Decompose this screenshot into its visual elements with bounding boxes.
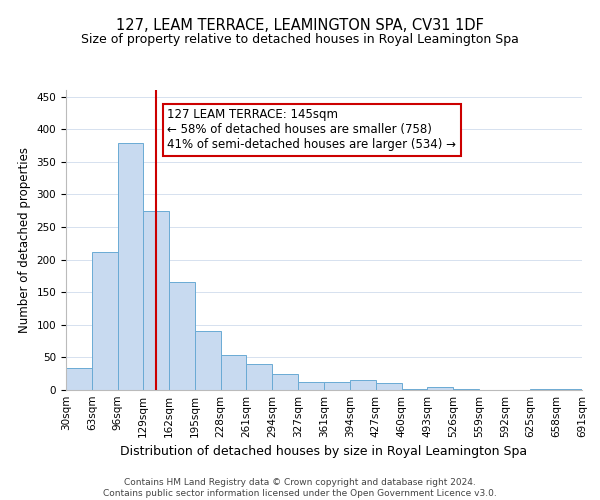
X-axis label: Distribution of detached houses by size in Royal Leamington Spa: Distribution of detached houses by size … [121,446,527,458]
Bar [247,364,272,390]
Text: 127 LEAM TERRACE: 145sqm
← 58% of detached houses are smaller (758)
41% of semi-: 127 LEAM TERRACE: 145sqm ← 58% of detach… [167,108,457,152]
Text: Contains HM Land Registry data © Crown copyright and database right 2024.
Contai: Contains HM Land Registry data © Crown c… [103,478,497,498]
Bar [221,356,247,390]
Text: 127, LEAM TERRACE, LEAMINGTON SPA, CV31 1DF: 127, LEAM TERRACE, LEAMINGTON SPA, CV31 … [116,18,484,32]
Bar [556,388,582,390]
Bar [195,330,221,390]
Bar [325,382,350,390]
Bar [272,374,298,390]
Text: Size of property relative to detached houses in Royal Leamington Spa: Size of property relative to detached ho… [81,32,519,46]
Bar [169,282,195,390]
Bar [350,380,376,390]
Y-axis label: Number of detached properties: Number of detached properties [18,147,31,333]
Bar [92,252,118,390]
Bar [376,384,401,390]
Bar [427,386,453,390]
Bar [66,368,92,390]
Bar [401,388,427,390]
Bar [143,210,169,390]
Bar [118,143,143,390]
Bar [298,382,325,390]
